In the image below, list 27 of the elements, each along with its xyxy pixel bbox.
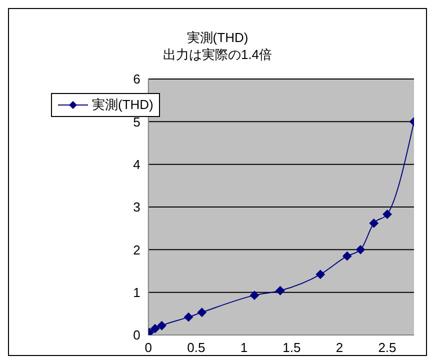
y-tick-label: 5 — [133, 114, 140, 130]
point — [197, 308, 206, 317]
x-tick-label: 0 — [144, 340, 152, 356]
chart-title: 実測(THD) — [186, 29, 250, 46]
point — [150, 324, 160, 334]
point — [184, 312, 194, 322]
point — [356, 245, 365, 254]
y-tick-label: 6 — [133, 72, 140, 87]
point — [250, 290, 259, 300]
legend-label: 実測(THD) — [92, 96, 154, 114]
x-tick-label: 1.5 — [282, 340, 301, 356]
x-tick-label: 1 — [240, 340, 248, 356]
x-tick-label: 2 — [336, 340, 344, 356]
y-tick-label: 3 — [133, 200, 140, 215]
point — [342, 252, 352, 261]
point — [369, 218, 378, 228]
point — [157, 321, 166, 330]
point — [276, 286, 285, 296]
point — [382, 210, 392, 219]
x-tick-label: 2.5 — [378, 340, 396, 356]
y-tick-label: 4 — [133, 156, 140, 172]
y-tick-label: 2 — [133, 242, 140, 258]
y-tick-label: 1 — [133, 284, 140, 300]
y-tick-label: 0 — [133, 328, 140, 343]
x-tick-label: 0.5 — [187, 340, 206, 356]
point — [316, 270, 325, 279]
chart-subtitle: 出力は実際の1.4倍 — [162, 46, 274, 63]
